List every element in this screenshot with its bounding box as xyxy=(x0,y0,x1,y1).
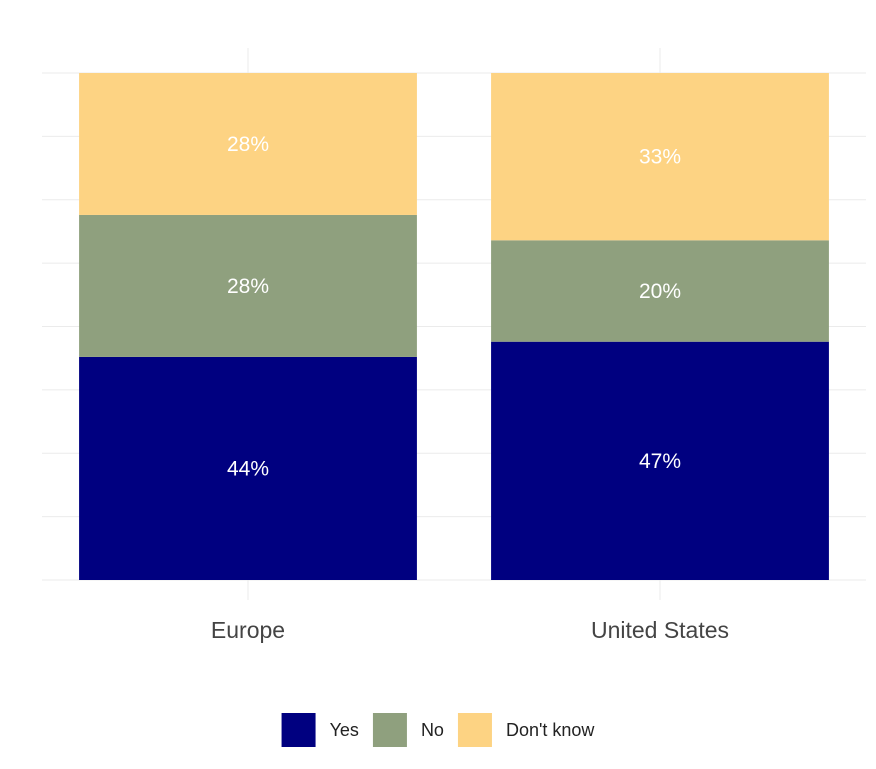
bar-united-states-yes xyxy=(491,341,829,580)
legend-key-don-t-know xyxy=(457,713,492,747)
legend-key-yes xyxy=(281,713,316,747)
legend-label-don-t-know: Don't know xyxy=(506,720,595,740)
legend-key-no xyxy=(372,713,407,747)
legend-label-yes: Yes xyxy=(330,720,359,740)
value-label-united-states-no: 20% xyxy=(639,280,681,303)
bar-europe-no xyxy=(79,214,417,357)
value-label-united-states-yes: 47% xyxy=(639,450,681,473)
bar-europe-don-t-know xyxy=(79,73,417,215)
x-tick-label-united-states: United States xyxy=(591,617,729,643)
value-label-europe-yes: 44% xyxy=(227,457,269,480)
bar-europe-yes xyxy=(79,356,417,580)
bar-united-states-no xyxy=(491,240,829,342)
legend-label-no: No xyxy=(421,720,444,740)
x-axis-ticks: Europe United States xyxy=(211,617,729,643)
value-label-united-states-don-t-know: 33% xyxy=(639,146,681,169)
value-label-europe-don-t-know: 28% xyxy=(227,133,269,156)
bar-united-states-don-t-know xyxy=(491,73,829,241)
value-labels: 44% 28% 28% 47% 20% 33% xyxy=(227,133,681,480)
value-label-europe-no: 28% xyxy=(227,275,269,298)
legend: Yes No Don't know xyxy=(281,713,595,747)
bars xyxy=(79,73,829,580)
x-tick-label-europe: Europe xyxy=(211,617,285,643)
